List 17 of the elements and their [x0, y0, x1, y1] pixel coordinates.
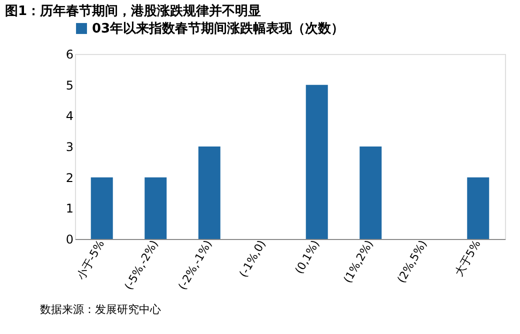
source-note: 数据来源：发展研究中心: [40, 303, 161, 316]
bar: [360, 146, 382, 239]
chart-title: 图1：历年春节期间，港股涨跌规律并不明显: [5, 3, 262, 19]
x-tick-label: 大于5%: [452, 238, 484, 279]
y-tick-label: 6: [66, 48, 74, 62]
bar: [90, 177, 113, 239]
y-tick-label: 3: [66, 140, 74, 154]
y-tick-label: 1: [66, 202, 74, 216]
bar: [306, 84, 328, 239]
y-tick-label: 4: [66, 109, 74, 124]
legend-label: 03年以来指数春节期间涨跌幅表现（次数）: [92, 22, 344, 36]
y-tick-label: 2: [66, 170, 74, 185]
bar: [144, 177, 167, 239]
y-tick-label: 0: [66, 232, 74, 246]
bar: [467, 177, 490, 239]
y-tick-label: 5: [66, 78, 74, 92]
bar: [198, 146, 220, 239]
